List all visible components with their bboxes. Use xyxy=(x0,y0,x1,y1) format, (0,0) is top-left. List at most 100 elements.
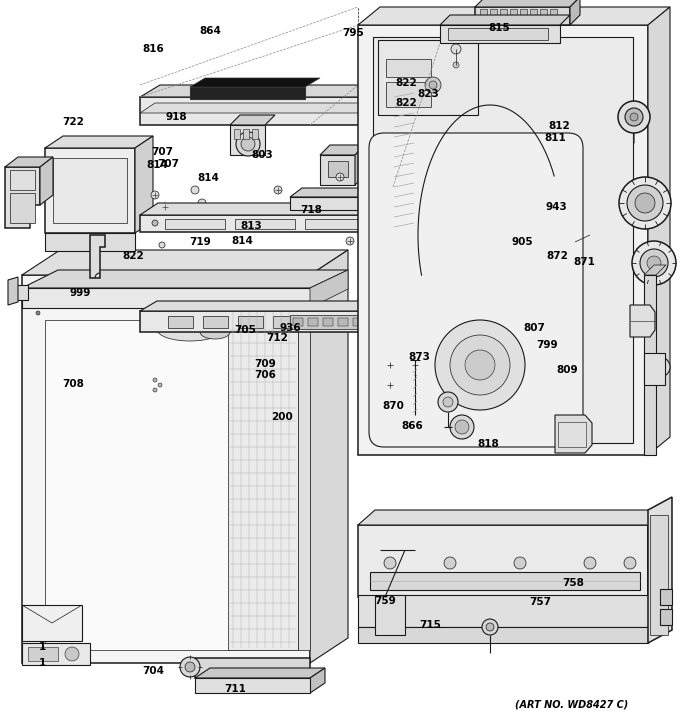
Polygon shape xyxy=(290,188,407,197)
Bar xyxy=(550,9,557,23)
Polygon shape xyxy=(135,136,153,233)
Polygon shape xyxy=(140,301,410,311)
Polygon shape xyxy=(660,589,672,605)
Bar xyxy=(448,28,548,40)
Bar xyxy=(650,515,668,635)
Polygon shape xyxy=(440,25,560,43)
Text: 707: 707 xyxy=(151,147,173,157)
Polygon shape xyxy=(140,85,395,97)
Polygon shape xyxy=(140,215,375,232)
Text: 818: 818 xyxy=(477,439,499,450)
Circle shape xyxy=(455,420,469,434)
Polygon shape xyxy=(393,301,410,332)
Circle shape xyxy=(180,657,200,677)
Circle shape xyxy=(198,199,206,207)
Bar xyxy=(203,316,228,328)
Polygon shape xyxy=(22,288,310,308)
Circle shape xyxy=(486,623,494,631)
Bar xyxy=(293,318,303,326)
Circle shape xyxy=(514,557,526,569)
Text: 1: 1 xyxy=(39,642,46,652)
Circle shape xyxy=(635,193,655,213)
Text: 864: 864 xyxy=(200,26,222,36)
Circle shape xyxy=(453,62,459,68)
Circle shape xyxy=(384,557,396,569)
Bar xyxy=(168,316,193,328)
Bar xyxy=(305,219,365,229)
Bar xyxy=(298,310,310,650)
Bar xyxy=(540,9,547,23)
Circle shape xyxy=(624,557,636,569)
Polygon shape xyxy=(355,145,365,185)
Circle shape xyxy=(274,186,282,194)
Polygon shape xyxy=(644,353,665,385)
Text: 943: 943 xyxy=(545,202,567,212)
Polygon shape xyxy=(648,7,670,455)
Polygon shape xyxy=(475,7,570,25)
Polygon shape xyxy=(320,155,355,185)
Text: 807: 807 xyxy=(524,323,545,333)
Circle shape xyxy=(584,557,596,569)
Bar xyxy=(273,316,298,328)
Polygon shape xyxy=(228,310,298,650)
Polygon shape xyxy=(230,125,265,155)
Bar xyxy=(353,318,363,326)
Bar xyxy=(28,647,58,661)
Polygon shape xyxy=(90,235,105,278)
Polygon shape xyxy=(290,197,395,210)
Polygon shape xyxy=(195,678,310,693)
Polygon shape xyxy=(140,203,393,215)
Text: 815: 815 xyxy=(488,23,510,33)
Bar xyxy=(243,129,249,139)
Polygon shape xyxy=(648,497,672,643)
Polygon shape xyxy=(140,97,375,125)
Polygon shape xyxy=(40,157,53,205)
Polygon shape xyxy=(648,510,665,597)
Circle shape xyxy=(161,203,169,211)
Text: 1: 1 xyxy=(39,658,46,668)
Polygon shape xyxy=(375,85,395,125)
Circle shape xyxy=(619,177,671,229)
Polygon shape xyxy=(14,285,28,300)
Polygon shape xyxy=(310,668,325,693)
Bar xyxy=(290,315,370,329)
Polygon shape xyxy=(393,85,415,232)
Polygon shape xyxy=(22,270,348,288)
Bar xyxy=(53,158,127,223)
Polygon shape xyxy=(358,25,648,455)
Circle shape xyxy=(632,241,676,285)
Circle shape xyxy=(647,256,661,270)
Text: 803: 803 xyxy=(251,150,273,160)
Polygon shape xyxy=(644,275,656,455)
Text: 871: 871 xyxy=(574,257,596,268)
Polygon shape xyxy=(140,103,375,113)
Bar xyxy=(328,161,348,177)
Bar xyxy=(510,9,517,23)
Bar xyxy=(234,129,240,139)
Text: 722: 722 xyxy=(63,117,84,127)
Text: 757: 757 xyxy=(530,597,551,607)
Bar xyxy=(373,37,633,443)
Text: 707: 707 xyxy=(158,159,180,169)
Text: 706: 706 xyxy=(254,370,276,380)
Bar xyxy=(10,170,35,190)
Circle shape xyxy=(185,662,195,672)
Circle shape xyxy=(425,77,441,93)
Polygon shape xyxy=(22,605,82,641)
Circle shape xyxy=(153,388,157,392)
Text: 905: 905 xyxy=(511,237,533,247)
Circle shape xyxy=(618,101,650,133)
Circle shape xyxy=(650,357,670,377)
Text: 718: 718 xyxy=(301,205,322,215)
Bar xyxy=(530,9,537,23)
Text: 814: 814 xyxy=(231,236,253,246)
Circle shape xyxy=(640,249,668,277)
Bar xyxy=(323,318,333,326)
Text: 711: 711 xyxy=(224,684,246,694)
Circle shape xyxy=(386,361,394,369)
Polygon shape xyxy=(45,148,135,233)
Bar xyxy=(500,9,507,23)
Text: 813: 813 xyxy=(241,221,262,231)
Text: 712: 712 xyxy=(266,333,288,343)
Ellipse shape xyxy=(200,325,230,339)
